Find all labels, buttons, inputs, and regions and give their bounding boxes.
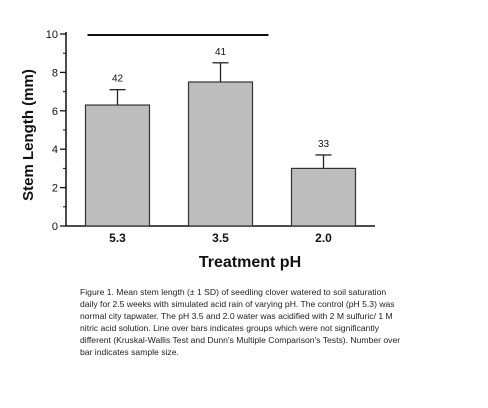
figure-caption: Figure 1. Mean stem length (± 1 SD) of s… (80, 286, 420, 358)
sample-size-label: 42 (112, 74, 124, 85)
bar (187, 81, 254, 227)
y-tick-label: 6 (52, 106, 58, 118)
x-axis-label: Treatment pH (198, 254, 302, 271)
bar-chart: 0 2 4 6 8 10 42 5.3 41 3.5 33 2.0 Stem Length (mm) … (20, 29, 375, 271)
y-axis-label: Stem Length (mm) (20, 69, 37, 201)
x-tick-label: 2.0 (315, 231, 332, 245)
x-tick-label: 5.3 (109, 231, 126, 245)
caption-line: bar indicates sample size. (80, 347, 179, 357)
caption-line: nitric acid solution. Line over bars ind… (80, 323, 380, 333)
bar (84, 104, 151, 227)
chart-canvas: 0 2 4 6 8 10 42 5.3 41 3.5 33 2.0 (46, 29, 375, 245)
caption-line: Figure 1. Mean stem length (± 1 SD) of s… (80, 287, 387, 297)
sample-size-label: 33 (318, 139, 330, 150)
y-tick-label: 0 (52, 221, 58, 233)
caption-line: daily for 2.5 weeks with simulated acid … (80, 299, 395, 309)
y-tick-label: 10 (46, 29, 58, 41)
y-tick-label: 8 (52, 67, 58, 79)
y-tick-label: 2 (52, 183, 58, 195)
y-tick-label: 4 (52, 144, 58, 156)
x-tick-label: 3.5 (212, 231, 229, 245)
caption-line: different (Kruskal-Wallis Test and Dunn'… (80, 335, 401, 345)
caption-line: normal city tapwater. The pH 3.5 and 2.0… (80, 311, 393, 321)
bar (290, 167, 357, 227)
sample-size-label: 41 (215, 47, 227, 58)
